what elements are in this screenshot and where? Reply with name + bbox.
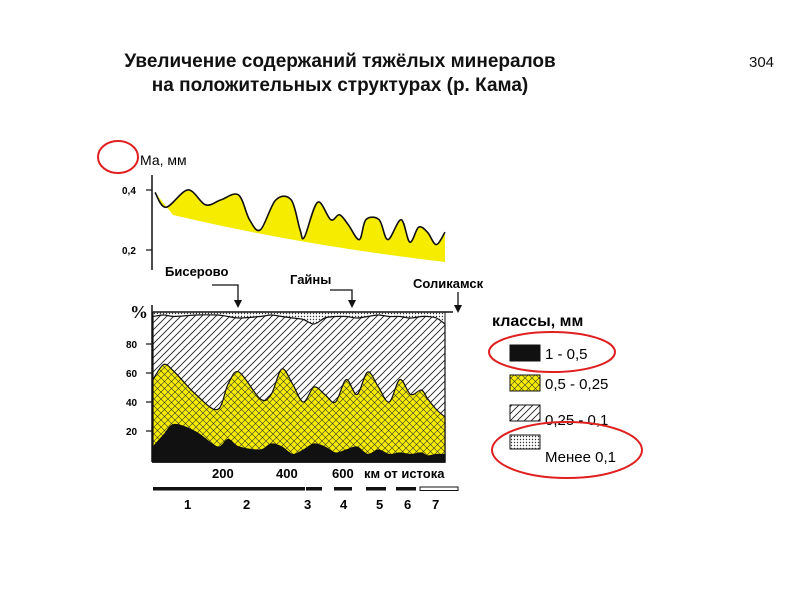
segment-bar: 1 2 3 4 5 6 7 [153, 486, 459, 512]
segment-label: 1 [184, 497, 191, 512]
legend-title: классы, мм [492, 313, 583, 330]
series-area-medium [152, 363, 446, 463]
legend-swatch [509, 434, 541, 450]
legend-highlight-circle [491, 421, 643, 479]
segment-label: 2 [243, 497, 250, 512]
upper-chart-plot [154, 189, 446, 262]
legend-label: Менее 0,1 [545, 449, 616, 466]
segment-label: 3 [304, 497, 311, 512]
legend-label: 0,25 - 0,1 [545, 412, 608, 429]
legend-label: 1 - 0,5 [545, 346, 588, 363]
lower-ytick-label: 80 [126, 340, 138, 351]
upper-ytick-label: 0,4 [122, 186, 136, 197]
upper-y-axis: 0,4 0,2 [122, 175, 153, 270]
xtick-label: 200 [212, 466, 234, 481]
segment-label: 5 [376, 497, 383, 512]
lower-x-axis: 200 400 600 км от истока [152, 461, 445, 481]
location-label: Бисерово [165, 264, 228, 279]
upper-area-fill [155, 189, 445, 262]
legend-label: 0,5 - 0,25 [545, 376, 608, 393]
legend-highlight-circle [488, 331, 616, 373]
xtick-label: 600 [332, 466, 354, 481]
lower-ytick-label: 40 [126, 398, 138, 409]
ylabel-highlight-circle [97, 140, 139, 174]
lower-ytick-label: 60 [126, 369, 138, 380]
upper-ylabel: Ма, мм [140, 152, 187, 168]
legend-item: 0,5 - 0,25 [509, 374, 608, 393]
location-label: Гайны [290, 272, 331, 287]
legend-swatch [509, 374, 541, 392]
segment-label: 4 [340, 497, 348, 512]
segment-label: 7 [432, 497, 439, 512]
upper-series-line [154, 189, 446, 246]
location-marker-biserovo: Бисерово [165, 264, 242, 308]
location-marker-gainy: Гайны [290, 272, 356, 308]
legend-item: Менее 0,1 [509, 434, 616, 466]
lower-y-axis: 80 60 40 20 [126, 305, 153, 462]
title-line-2: на положительных структурах (р. Кама) [151, 75, 529, 96]
legend-item: 0,25 - 0,1 [509, 404, 608, 429]
legend-swatch [509, 404, 541, 422]
page-title: Увеличение содержаний тяжёлых минералов … [60, 50, 620, 98]
lower-ytick-label: 20 [126, 427, 138, 438]
legend: классы, мм 1 - 0,5 0,5 - 0,25 0,25 - 0,1… [488, 313, 643, 479]
location-marker-solikamsk: Соликамск [413, 276, 484, 313]
location-label: Соликамск [413, 276, 484, 291]
legend-swatch [509, 344, 541, 362]
lower-ylabel: % [130, 302, 148, 322]
xtick-label: 400 [276, 466, 298, 481]
segment-label: 6 [404, 497, 411, 512]
title-line-1: Увеличение содержаний тяжёлых минералов [124, 51, 556, 72]
lower-chart-plot [152, 311, 453, 463]
xaxis-label: км от истока [364, 466, 445, 481]
page-number: 304 [749, 54, 775, 71]
legend-item: 1 - 0,5 [509, 344, 588, 363]
upper-ytick-label: 0,2 [122, 246, 136, 257]
series-area-coarse [152, 423, 446, 463]
